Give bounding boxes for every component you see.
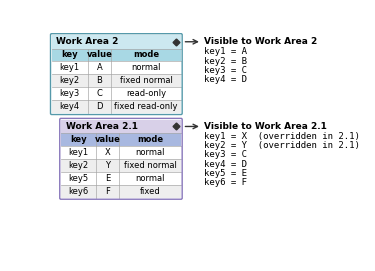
Text: Visible to Work Area 2.1: Visible to Work Area 2.1 bbox=[204, 122, 327, 131]
Text: key1 = A: key1 = A bbox=[204, 47, 247, 56]
Text: A: A bbox=[97, 63, 102, 72]
Text: fixed normal: fixed normal bbox=[124, 161, 177, 170]
Bar bbox=[61, 120, 181, 133]
Text: key4: key4 bbox=[60, 102, 80, 111]
Bar bbox=[61, 185, 181, 198]
Bar bbox=[52, 87, 181, 100]
Text: key2 = B: key2 = B bbox=[204, 57, 247, 66]
Text: mode: mode bbox=[133, 50, 159, 59]
Text: value: value bbox=[87, 50, 112, 59]
Text: key5 = E: key5 = E bbox=[204, 169, 247, 178]
Bar bbox=[61, 146, 181, 159]
Text: D: D bbox=[96, 102, 103, 111]
Text: fixed normal: fixed normal bbox=[120, 76, 172, 85]
Bar bbox=[61, 172, 181, 185]
Text: fixed read-only: fixed read-only bbox=[114, 102, 178, 111]
Text: key2 = Y  (overridden in 2.1): key2 = Y (overridden in 2.1) bbox=[204, 141, 360, 150]
Text: normal: normal bbox=[135, 148, 165, 157]
Text: key: key bbox=[70, 135, 87, 144]
Bar bbox=[52, 35, 181, 49]
Text: key5: key5 bbox=[69, 174, 88, 183]
Text: key3 = C: key3 = C bbox=[204, 150, 247, 159]
Text: key1: key1 bbox=[60, 63, 80, 72]
Text: key3 = C: key3 = C bbox=[204, 66, 247, 75]
Text: key3: key3 bbox=[60, 89, 80, 98]
Text: key1: key1 bbox=[69, 148, 88, 157]
Text: F: F bbox=[105, 187, 110, 196]
Text: E: E bbox=[105, 174, 110, 183]
Text: read-only: read-only bbox=[126, 89, 166, 98]
Text: mode: mode bbox=[137, 135, 163, 144]
Bar bbox=[52, 100, 181, 113]
Text: key4 = D: key4 = D bbox=[204, 160, 247, 169]
Text: value: value bbox=[95, 135, 121, 144]
Text: key4 = D: key4 = D bbox=[204, 75, 247, 84]
Text: key6 = F: key6 = F bbox=[204, 178, 247, 187]
Text: X: X bbox=[105, 148, 111, 157]
Text: key1 = X  (overridden in 2.1): key1 = X (overridden in 2.1) bbox=[204, 132, 360, 141]
Text: Visible to Work Area 2: Visible to Work Area 2 bbox=[204, 37, 317, 46]
Text: key: key bbox=[62, 50, 78, 59]
Bar bbox=[61, 133, 181, 146]
Text: fixed: fixed bbox=[140, 187, 160, 196]
Bar bbox=[61, 159, 181, 172]
Text: Y: Y bbox=[105, 161, 110, 170]
Text: key6: key6 bbox=[69, 187, 89, 196]
Bar bbox=[52, 61, 181, 74]
Text: normal: normal bbox=[131, 63, 161, 72]
Text: Work Area 2.1: Work Area 2.1 bbox=[66, 122, 138, 131]
Bar bbox=[52, 74, 181, 87]
Text: B: B bbox=[97, 76, 102, 85]
Text: key2: key2 bbox=[60, 76, 80, 85]
Text: key2: key2 bbox=[69, 161, 88, 170]
Bar bbox=[52, 49, 181, 61]
Text: normal: normal bbox=[135, 174, 165, 183]
Text: C: C bbox=[97, 89, 102, 98]
Text: Work Area 2: Work Area 2 bbox=[56, 37, 118, 46]
